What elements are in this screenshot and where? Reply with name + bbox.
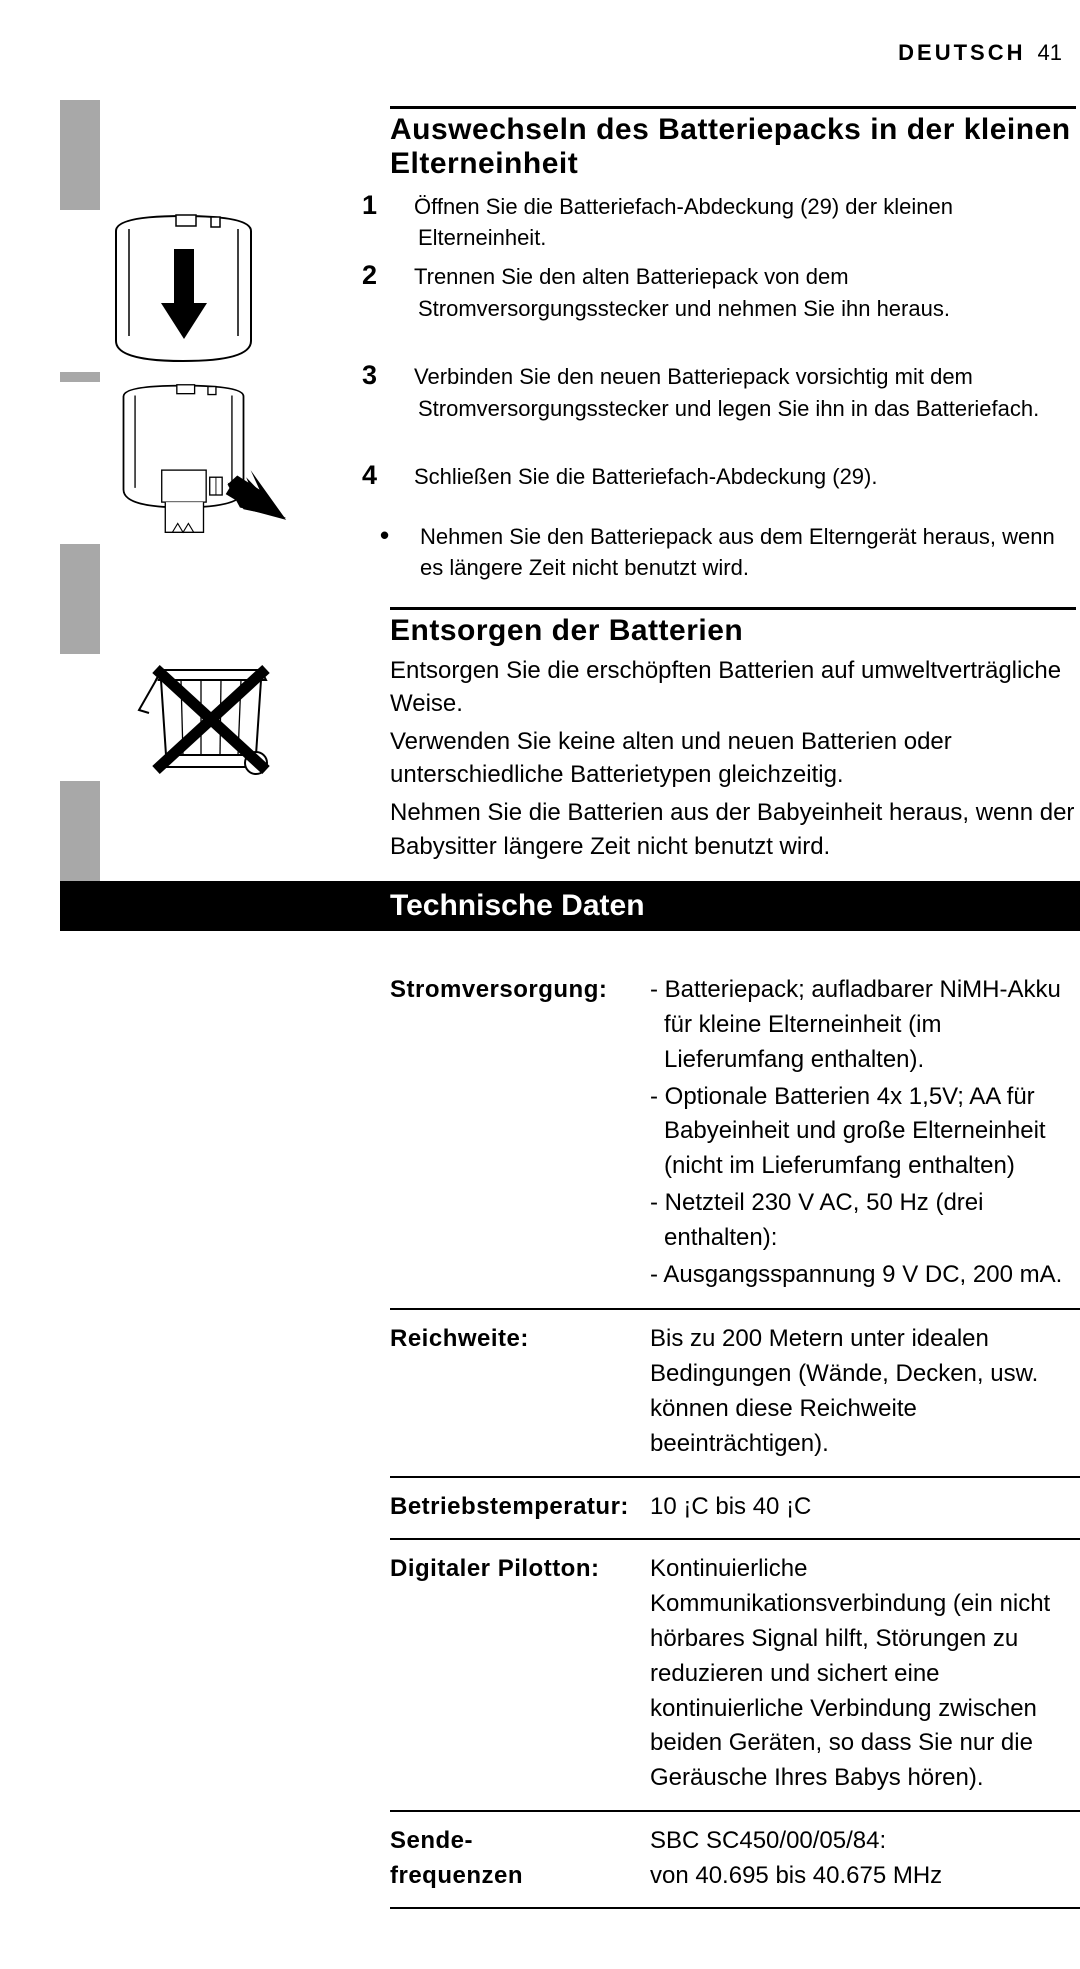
spec-value: Kontinuierliche Kommunikationsverbindung… (650, 1539, 1080, 1811)
spec-label-line: frequenzen (390, 1862, 523, 1889)
main-content-column: Auswechseln des Batteriepacks in der kle… (390, 106, 1076, 863)
section1-steps: 1Öffnen Sie die Batteriefach-Abdeckung (… (390, 187, 1076, 323)
step-item: 4Schließen Sie die Batteriefach-Abdeckun… (390, 457, 1076, 493)
spec-label: Stromversorgung: (390, 961, 650, 1309)
spec-table-container: Stromversorgung: - Batteriepack; aufladb… (390, 961, 1076, 1909)
step-number: 1 (390, 187, 414, 223)
technical-data-band: Technische Daten (60, 881, 1080, 931)
step-item: 1Öffnen Sie die Batteriefach-Abdeckung (… (390, 187, 1076, 253)
section1-steps-cont2: 4Schließen Sie die Batteriefach-Abdeckun… (390, 457, 1076, 493)
illustration-insert-battery (60, 382, 305, 544)
spec-label: Digitaler Pilotton: (390, 1539, 650, 1811)
spec-label: Sende- frequenzen (390, 1811, 650, 1909)
spec-value-item: - Batteriepack; aufladbarer NiMH-Akku fü… (650, 973, 1080, 1077)
step-number: 2 (390, 257, 414, 293)
device-open-cover-icon (61, 211, 306, 371)
step-item: 2Trennen Sie den alten Batteriepack von … (390, 257, 1076, 323)
step-text: Schließen Sie die Batteriefach-Abdeckung… (414, 464, 877, 489)
wheeled-bin-crossed-icon (61, 655, 306, 780)
step-text: Trennen Sie den alten Batteriepack von d… (414, 264, 950, 320)
illustration-dispose-bin (60, 654, 305, 781)
spec-label-line: Sende- (390, 1827, 473, 1854)
step-item: 3Verbinden Sie den neuen Batteriepack vo… (390, 357, 1076, 423)
step-number: 4 (390, 457, 414, 493)
section1-steps-cont: 3Verbinden Sie den neuen Batteriepack vo… (390, 357, 1076, 423)
step-text: Verbinden Sie den neuen Batteriepack vor… (414, 364, 1039, 420)
device-insert-battery-icon (61, 383, 306, 543)
spec-value: Bis zu 200 Metern unter idealen Bedingun… (650, 1309, 1080, 1476)
step-text: Öffnen Sie die Batteriefach-Abdeckung (2… (414, 194, 953, 250)
table-row: Sende- frequenzen SBC SC450/00/05/84: vo… (390, 1811, 1080, 1909)
left-illustration-column (60, 100, 350, 791)
spec-label: Betriebstemperatur: (390, 1477, 650, 1540)
section2-title: Entsorgen der Batterien (390, 614, 1076, 648)
page: DEUTSCH41 (0, 0, 1080, 1969)
section-rule (390, 607, 1076, 610)
section2-para: Nehmen Sie die Batterien aus der Babyein… (390, 796, 1076, 863)
bullet-item: Nehmen Sie den Batteriepack aus dem Elte… (390, 518, 1076, 583)
table-row: Betriebstemperatur: 10 ¡C bis 40 ¡C (390, 1477, 1080, 1540)
table-row: Reichweite: Bis zu 200 Metern unter idea… (390, 1309, 1080, 1476)
section1-title: Auswechseln des Batteriepacks in der kle… (390, 113, 1076, 181)
spec-table: Stromversorgung: - Batteriepack; aufladb… (390, 961, 1080, 1909)
section2-para: Entsorgen Sie die erschöpften Batterien … (390, 654, 1076, 721)
spec-value-line: von 40.695 bis 40.675 MHz (650, 1862, 942, 1889)
section1-bullets: Nehmen Sie den Batteriepack aus dem Elte… (390, 518, 1076, 583)
page-header: DEUTSCH 41 (0, 40, 1080, 66)
spec-value-line: SBC SC450/00/05/84: (650, 1827, 886, 1854)
spec-value-item: - Ausgangsspannung 9 V DC, 200 mA. (650, 1258, 1080, 1293)
step-number: 3 (390, 357, 414, 393)
table-row: Digitaler Pilotton: Kontinuierliche Komm… (390, 1539, 1080, 1811)
spec-value: SBC SC450/00/05/84: von 40.695 bis 40.67… (650, 1811, 1080, 1909)
spec-value: 10 ¡C bis 40 ¡C (650, 1477, 1080, 1540)
section-rule (390, 106, 1076, 109)
section2-para: Verwenden Sie keine alten und neuen Batt… (390, 725, 1076, 792)
step-block: 3Verbinden Sie den neuen Batteriepack vo… (390, 357, 1076, 423)
spec-value-item: - Netzteil 230 V AC, 50 Hz (drei enthalt… (650, 1186, 1080, 1256)
technical-data-band-label: Technische Daten (60, 881, 1080, 931)
illustration-open-cover (60, 210, 305, 372)
bullet-text: Nehmen Sie den Batteriepack aus dem Elte… (420, 524, 1055, 580)
spec-label: Reichweite: (390, 1309, 650, 1476)
spec-value-item: - Optionale Batterien 4x 1,5V; AA für Ba… (650, 1080, 1080, 1184)
table-row: Stromversorgung: - Batteriepack; aufladb… (390, 961, 1080, 1309)
spec-value: - Batteriepack; aufladbarer NiMH-Akku fü… (650, 961, 1080, 1309)
language-label: DEUTSCH (898, 40, 1025, 65)
page-number: 41 (1038, 40, 1062, 65)
step-block: 4Schließen Sie die Batteriefach-Abdeckun… (390, 457, 1076, 493)
